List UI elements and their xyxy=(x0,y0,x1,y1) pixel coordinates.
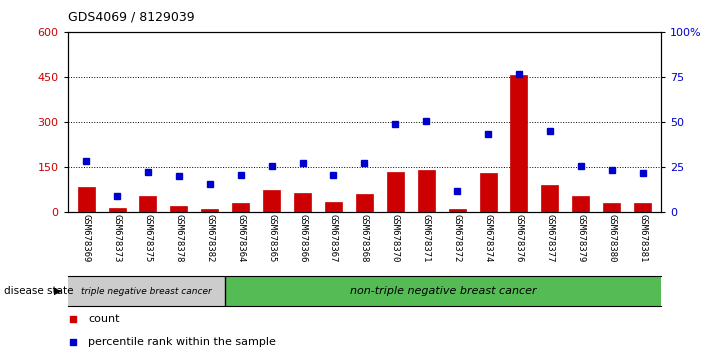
Text: GSM678381: GSM678381 xyxy=(638,214,647,262)
Text: GDS4069 / 8129039: GDS4069 / 8129039 xyxy=(68,10,194,23)
Text: GSM678377: GSM678377 xyxy=(545,214,555,262)
Text: ▶: ▶ xyxy=(54,286,62,296)
Text: GSM678364: GSM678364 xyxy=(236,214,245,262)
Text: GSM678370: GSM678370 xyxy=(391,214,400,262)
Text: GSM678372: GSM678372 xyxy=(453,214,461,262)
Text: GSM678373: GSM678373 xyxy=(112,214,122,262)
Bar xyxy=(109,208,126,212)
Text: GSM678378: GSM678378 xyxy=(174,214,183,262)
Bar xyxy=(449,210,466,212)
Text: GSM678367: GSM678367 xyxy=(329,214,338,262)
Bar xyxy=(510,75,528,212)
Bar xyxy=(541,185,558,212)
Bar xyxy=(356,194,373,212)
Text: GSM678366: GSM678366 xyxy=(298,214,307,262)
Bar xyxy=(171,206,188,212)
Text: GSM678371: GSM678371 xyxy=(422,214,431,262)
Text: triple negative breast cancer: triple negative breast cancer xyxy=(81,287,212,296)
Bar xyxy=(603,203,620,212)
Text: GSM678365: GSM678365 xyxy=(267,214,276,262)
Bar xyxy=(139,196,156,212)
Text: percentile rank within the sample: percentile rank within the sample xyxy=(88,337,276,347)
Bar xyxy=(68,276,225,306)
Bar xyxy=(479,173,496,212)
Text: GSM678380: GSM678380 xyxy=(607,214,616,262)
Bar xyxy=(201,210,218,212)
Bar xyxy=(232,203,250,212)
Text: GSM678376: GSM678376 xyxy=(515,214,523,262)
Text: non-triple negative breast cancer: non-triple negative breast cancer xyxy=(350,286,537,296)
Bar xyxy=(418,170,434,212)
Bar xyxy=(263,190,280,212)
Text: count: count xyxy=(88,314,120,324)
Text: GSM678375: GSM678375 xyxy=(144,214,152,262)
Text: GSM678379: GSM678379 xyxy=(577,214,585,262)
Bar xyxy=(572,196,589,212)
Bar xyxy=(325,202,342,212)
Bar xyxy=(387,172,404,212)
Bar xyxy=(225,276,661,306)
Bar xyxy=(77,187,95,212)
Bar xyxy=(294,193,311,212)
Bar xyxy=(634,203,651,212)
Text: GSM678374: GSM678374 xyxy=(483,214,493,262)
Text: GSM678369: GSM678369 xyxy=(82,214,90,262)
Text: disease state: disease state xyxy=(4,286,73,296)
Text: GSM678382: GSM678382 xyxy=(205,214,214,262)
Text: GSM678368: GSM678368 xyxy=(360,214,369,262)
